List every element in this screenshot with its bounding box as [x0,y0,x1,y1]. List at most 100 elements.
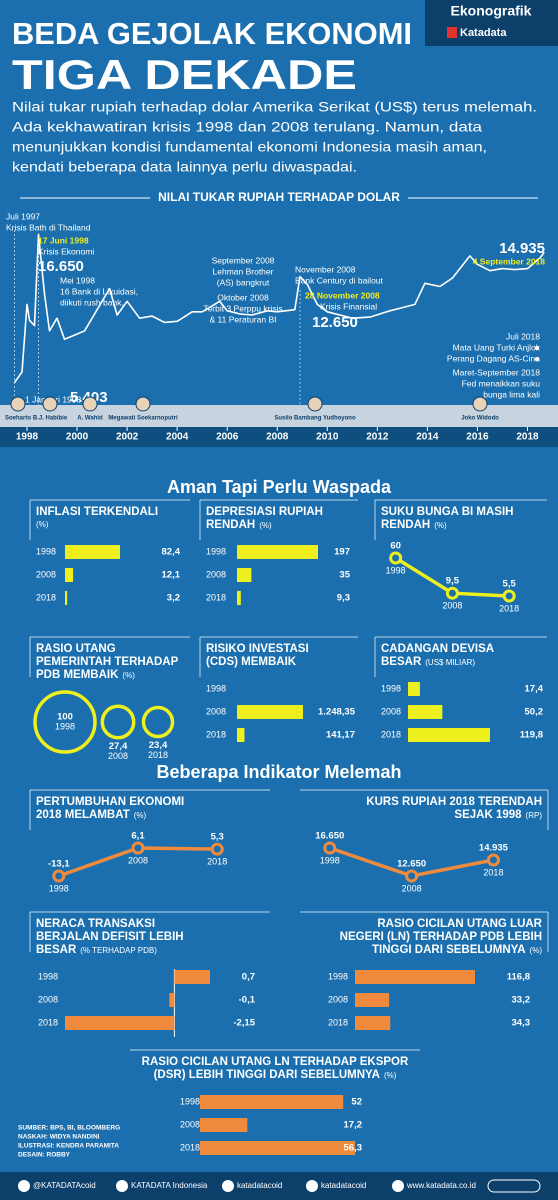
unit-label: (US$ MILIAR) [425,658,475,667]
annotation: Bank Century di bailout [295,275,384,285]
unit-label: (%) [530,946,543,955]
category-label: 2018 [328,1017,348,1027]
value-label: 35 [339,570,350,581]
credit: SUMBER: BPS, BI, BLOOMBERG [18,1125,120,1132]
x-tick-label: 2006 [216,432,239,443]
intro-line: Nilai tukar rupiah terhadap dolar Amerik… [12,100,537,115]
chart-title: INFLASI TERKENDALI [36,506,158,518]
x-tick-label: 2002 [116,432,139,443]
value-label: 5,5 [503,579,517,590]
value-label: 50,2 [525,707,544,718]
category-label: 2008 [36,569,56,579]
point [131,841,145,855]
president-label: B.J. Habibie [33,416,68,422]
x-tick-label: 2018 [516,432,539,443]
president-photo [472,396,488,412]
x-tick-label: 2008 [266,432,289,443]
category-label: 2018 [206,592,226,602]
value-label: 116,8 [507,972,530,983]
category-label: 2008 [381,706,401,716]
category-label: 1998 [38,971,58,981]
annotation: Krisis Ekonomi [38,246,94,256]
title-line: BEDA GEJOLAK EKONOMI [12,16,412,51]
president-label: Joko Widodo [461,416,499,422]
value-label: 56,3 [344,1143,363,1154]
category-label: 2018 [148,750,168,760]
x-tick-label: 2004 [166,432,189,443]
chart-title: NEGERI (LN) TERHADAP PDB LEBIH [340,931,542,943]
social-icon [222,1180,234,1192]
unit-label: (%) [384,1071,397,1080]
publisher-logo [447,27,457,38]
point [210,842,224,856]
bar [65,568,74,582]
bar [65,545,120,559]
annotation: Lehman Brother [213,266,274,276]
annotation-dot [535,346,539,350]
annotation: Fed menaikkan suku [462,378,541,388]
chart-title: 2018 MELAMBAT [36,809,130,821]
category-label: 2018 [206,729,226,739]
annotation: diikuti rush bank. [60,297,124,307]
annotation: Oktober 2008 [217,292,269,302]
president-label: Susilo Bambang Yudhoyono [274,416,356,422]
president-photo [42,396,58,412]
category-label: 1998 [328,971,348,981]
value-label: 12,1 [162,570,181,581]
social-icon [18,1180,30,1192]
footer-band [0,1172,558,1200]
category-label: 2008 [108,751,128,761]
footer-link[interactable]: KATADATA Indonesia [131,1181,208,1190]
value-label: -0,1 [239,995,256,1006]
bubble [100,704,136,740]
category-label: 2008 [128,855,148,865]
footer-link[interactable]: www.katadata.co.id [406,1181,476,1190]
value-label: 60 [390,541,401,552]
category-label: 2008 [38,994,58,1004]
intro-line: menunjukkan kondisi fundamental ekonomi … [12,140,487,155]
exchange-rate-line [13,233,545,384]
president-photo [135,396,151,412]
bar [200,1141,355,1155]
bar [237,545,318,559]
footer-link[interactable]: @KATADATAcoid [33,1181,96,1190]
x-tick-label: 2010 [316,432,339,443]
president-label: Soeharto [5,416,31,422]
bar [174,970,210,984]
footer-link[interactable]: katadatacoid [237,1181,282,1190]
chart-title: BESAR [36,944,77,956]
chart-title: BERJALAN DEFISIT LEBIH [36,931,184,943]
annotation: 4 September 2018 [473,256,546,266]
chart-title: DEPRESIASI RUPIAH [206,506,323,518]
category-label: 1998 [180,1096,200,1106]
category-label: 1998 [36,546,56,556]
annotation: 16 Bank di Likuidasi, [60,286,138,296]
annotation: November 2008 [295,264,356,274]
chart-title: RASIO UTANG [36,643,116,655]
category-label: 2018 [180,1142,200,1152]
category-label: 1998 [206,546,226,556]
category-label: 2008 [206,706,226,716]
president-label: Megawati Soekarnoputri [108,416,178,422]
annotation: bunga lima kali [483,389,540,399]
value-label: 52 [351,1097,362,1108]
value-label: 197 [334,547,350,558]
bubble [141,705,175,739]
chart-title: RASIO CICILAN UTANG LN TERHADAP EKSPOR [142,1056,409,1068]
category-label: 2008 [402,883,422,893]
unit-label: (% TERHADAP PDB) [80,946,157,955]
value-label: 6,1 [131,831,145,842]
annotation: 12.650 [312,314,358,331]
chart-title: PERTUMBUHAN EKONOMI [36,796,184,808]
footer-link[interactable]: katadatacoid [321,1181,366,1190]
category-label: 1998 [55,721,75,731]
value-label: 1.248,35 [318,707,356,718]
bar [65,591,68,605]
social-icon [392,1180,404,1192]
license-badge [487,1179,541,1193]
bar [355,970,475,984]
category-label: 1998 [49,883,69,893]
value-label: 23,4 [149,740,168,751]
point [502,589,516,603]
unit-label: (RP) [526,811,543,820]
